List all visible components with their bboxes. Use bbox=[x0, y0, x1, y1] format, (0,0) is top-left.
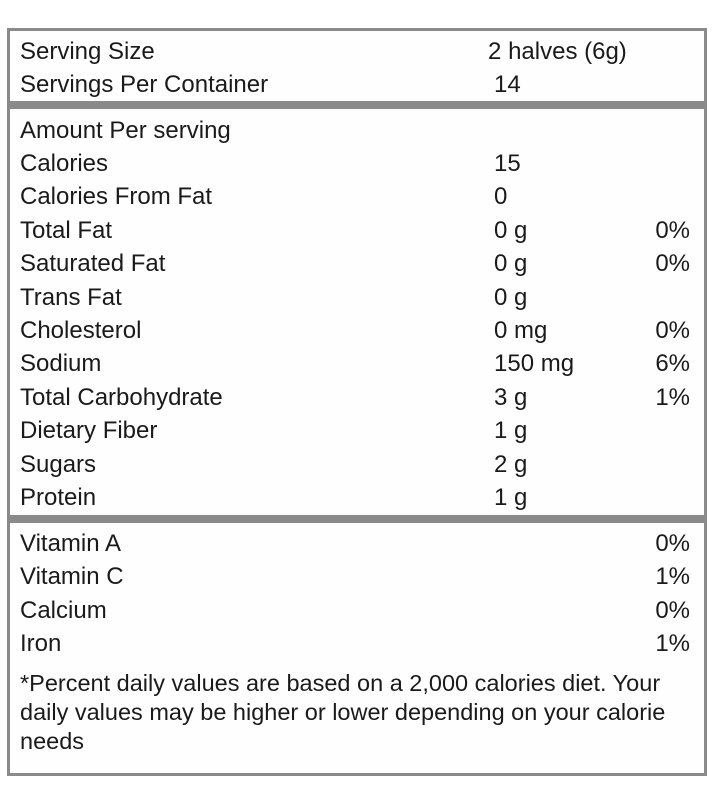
cholesterol-label: Cholesterol bbox=[20, 317, 142, 345]
calories-value: 15 bbox=[494, 150, 521, 178]
servings-per-container-value: 14 bbox=[494, 70, 521, 98]
nutrition-facts-label: Serving Size 2 halves (6g) Servings Per … bbox=[7, 28, 707, 776]
saturated-fat-row: Saturated Fat 0 g 0% bbox=[10, 248, 704, 281]
calories-from-fat-label: Calories From Fat bbox=[20, 183, 213, 211]
amount-per-serving-header: Amount Per serving bbox=[20, 116, 231, 144]
calcium-pct: 0% bbox=[655, 596, 690, 624]
total-fat-row: Total Fat 0 g 0% bbox=[10, 214, 704, 247]
calcium-label: Calcium bbox=[20, 596, 107, 624]
iron-row: Iron 1% bbox=[10, 627, 704, 660]
saturated-fat-value: 0 g bbox=[494, 250, 528, 278]
iron-pct: 1% bbox=[655, 629, 690, 657]
amount-per-serving-row: Amount Per serving bbox=[10, 114, 704, 147]
dietary-fiber-row: Dietary Fiber 1 g bbox=[10, 415, 704, 448]
vitamin-a-label: Vitamin A bbox=[20, 530, 121, 558]
calories-from-fat-row: Calories From Fat 0 bbox=[10, 181, 704, 214]
serving-size-label: Serving Size bbox=[20, 38, 155, 66]
total-carbohydrate-label: Total Carbohydrate bbox=[20, 383, 223, 411]
calories-row: Calories 15 bbox=[10, 147, 704, 180]
vitamin-a-row: Vitamin A 0% bbox=[10, 528, 704, 561]
trans-fat-row: Trans Fat 0 g bbox=[10, 281, 704, 314]
total-carbohydrate-value: 3 g bbox=[494, 383, 528, 411]
calories-from-fat-value: 0 bbox=[494, 183, 508, 211]
servings-per-container-row: Servings Per Container 14 bbox=[10, 69, 704, 102]
trans-fat-value: 0 g bbox=[494, 283, 528, 311]
vitamin-a-pct: 0% bbox=[655, 530, 690, 558]
cholesterol-row: Cholesterol 0 mg 0% bbox=[10, 314, 704, 347]
sodium-label: Sodium bbox=[20, 350, 102, 378]
total-carbohydrate-row: Total Carbohydrate 3 g 1% bbox=[10, 381, 704, 414]
total-fat-value: 0 g bbox=[494, 216, 528, 244]
serving-size-row: Serving Size 2 halves (6g) bbox=[10, 36, 704, 69]
vitamin-c-row: Vitamin C 1% bbox=[10, 561, 704, 594]
section-divider-bottom bbox=[10, 514, 704, 523]
vitamins-section: Vitamin A 0% Vitamin C 1% Calcium 0% Iro… bbox=[10, 523, 704, 757]
vitamin-c-label: Vitamin C bbox=[20, 563, 124, 591]
section-divider-top bbox=[10, 101, 704, 109]
cholesterol-pct: 0% bbox=[655, 317, 690, 345]
servings-per-container-label: Servings Per Container bbox=[20, 70, 269, 98]
dietary-fiber-label: Dietary Fiber bbox=[20, 417, 158, 445]
dietary-fiber-value: 1 g bbox=[494, 417, 528, 445]
protein-row: Protein 1 g bbox=[10, 481, 704, 514]
vitamin-c-pct: 1% bbox=[655, 563, 690, 591]
serving-size-value: 2 halves (6g) bbox=[488, 38, 627, 66]
nutrients-section: Amount Per serving Calories 15 Calories … bbox=[10, 109, 704, 515]
serving-info-section: Serving Size 2 halves (6g) Servings Per … bbox=[10, 31, 704, 101]
trans-fat-label: Trans Fat bbox=[20, 283, 122, 311]
sodium-row: Sodium 150 mg 6% bbox=[10, 348, 704, 381]
protein-value: 1 g bbox=[494, 483, 528, 511]
calories-label: Calories bbox=[20, 150, 109, 178]
total-fat-label: Total Fat bbox=[20, 216, 113, 244]
saturated-fat-label: Saturated Fat bbox=[20, 250, 166, 278]
total-fat-pct: 0% bbox=[655, 216, 690, 244]
calcium-row: Calcium 0% bbox=[10, 594, 704, 627]
sodium-pct: 6% bbox=[655, 350, 690, 378]
sugars-label: Sugars bbox=[20, 450, 97, 478]
cholesterol-value: 0 mg bbox=[494, 317, 548, 345]
sugars-row: Sugars 2 g bbox=[10, 448, 704, 481]
daily-values-footnote: *Percent daily values are based on a 2,0… bbox=[20, 670, 666, 755]
protein-label: Protein bbox=[20, 483, 97, 511]
sugars-value: 2 g bbox=[494, 450, 528, 478]
sodium-value: 150 mg bbox=[494, 350, 575, 378]
saturated-fat-pct: 0% bbox=[655, 250, 690, 278]
total-carbohydrate-pct: 1% bbox=[655, 383, 690, 411]
iron-label: Iron bbox=[20, 629, 62, 657]
